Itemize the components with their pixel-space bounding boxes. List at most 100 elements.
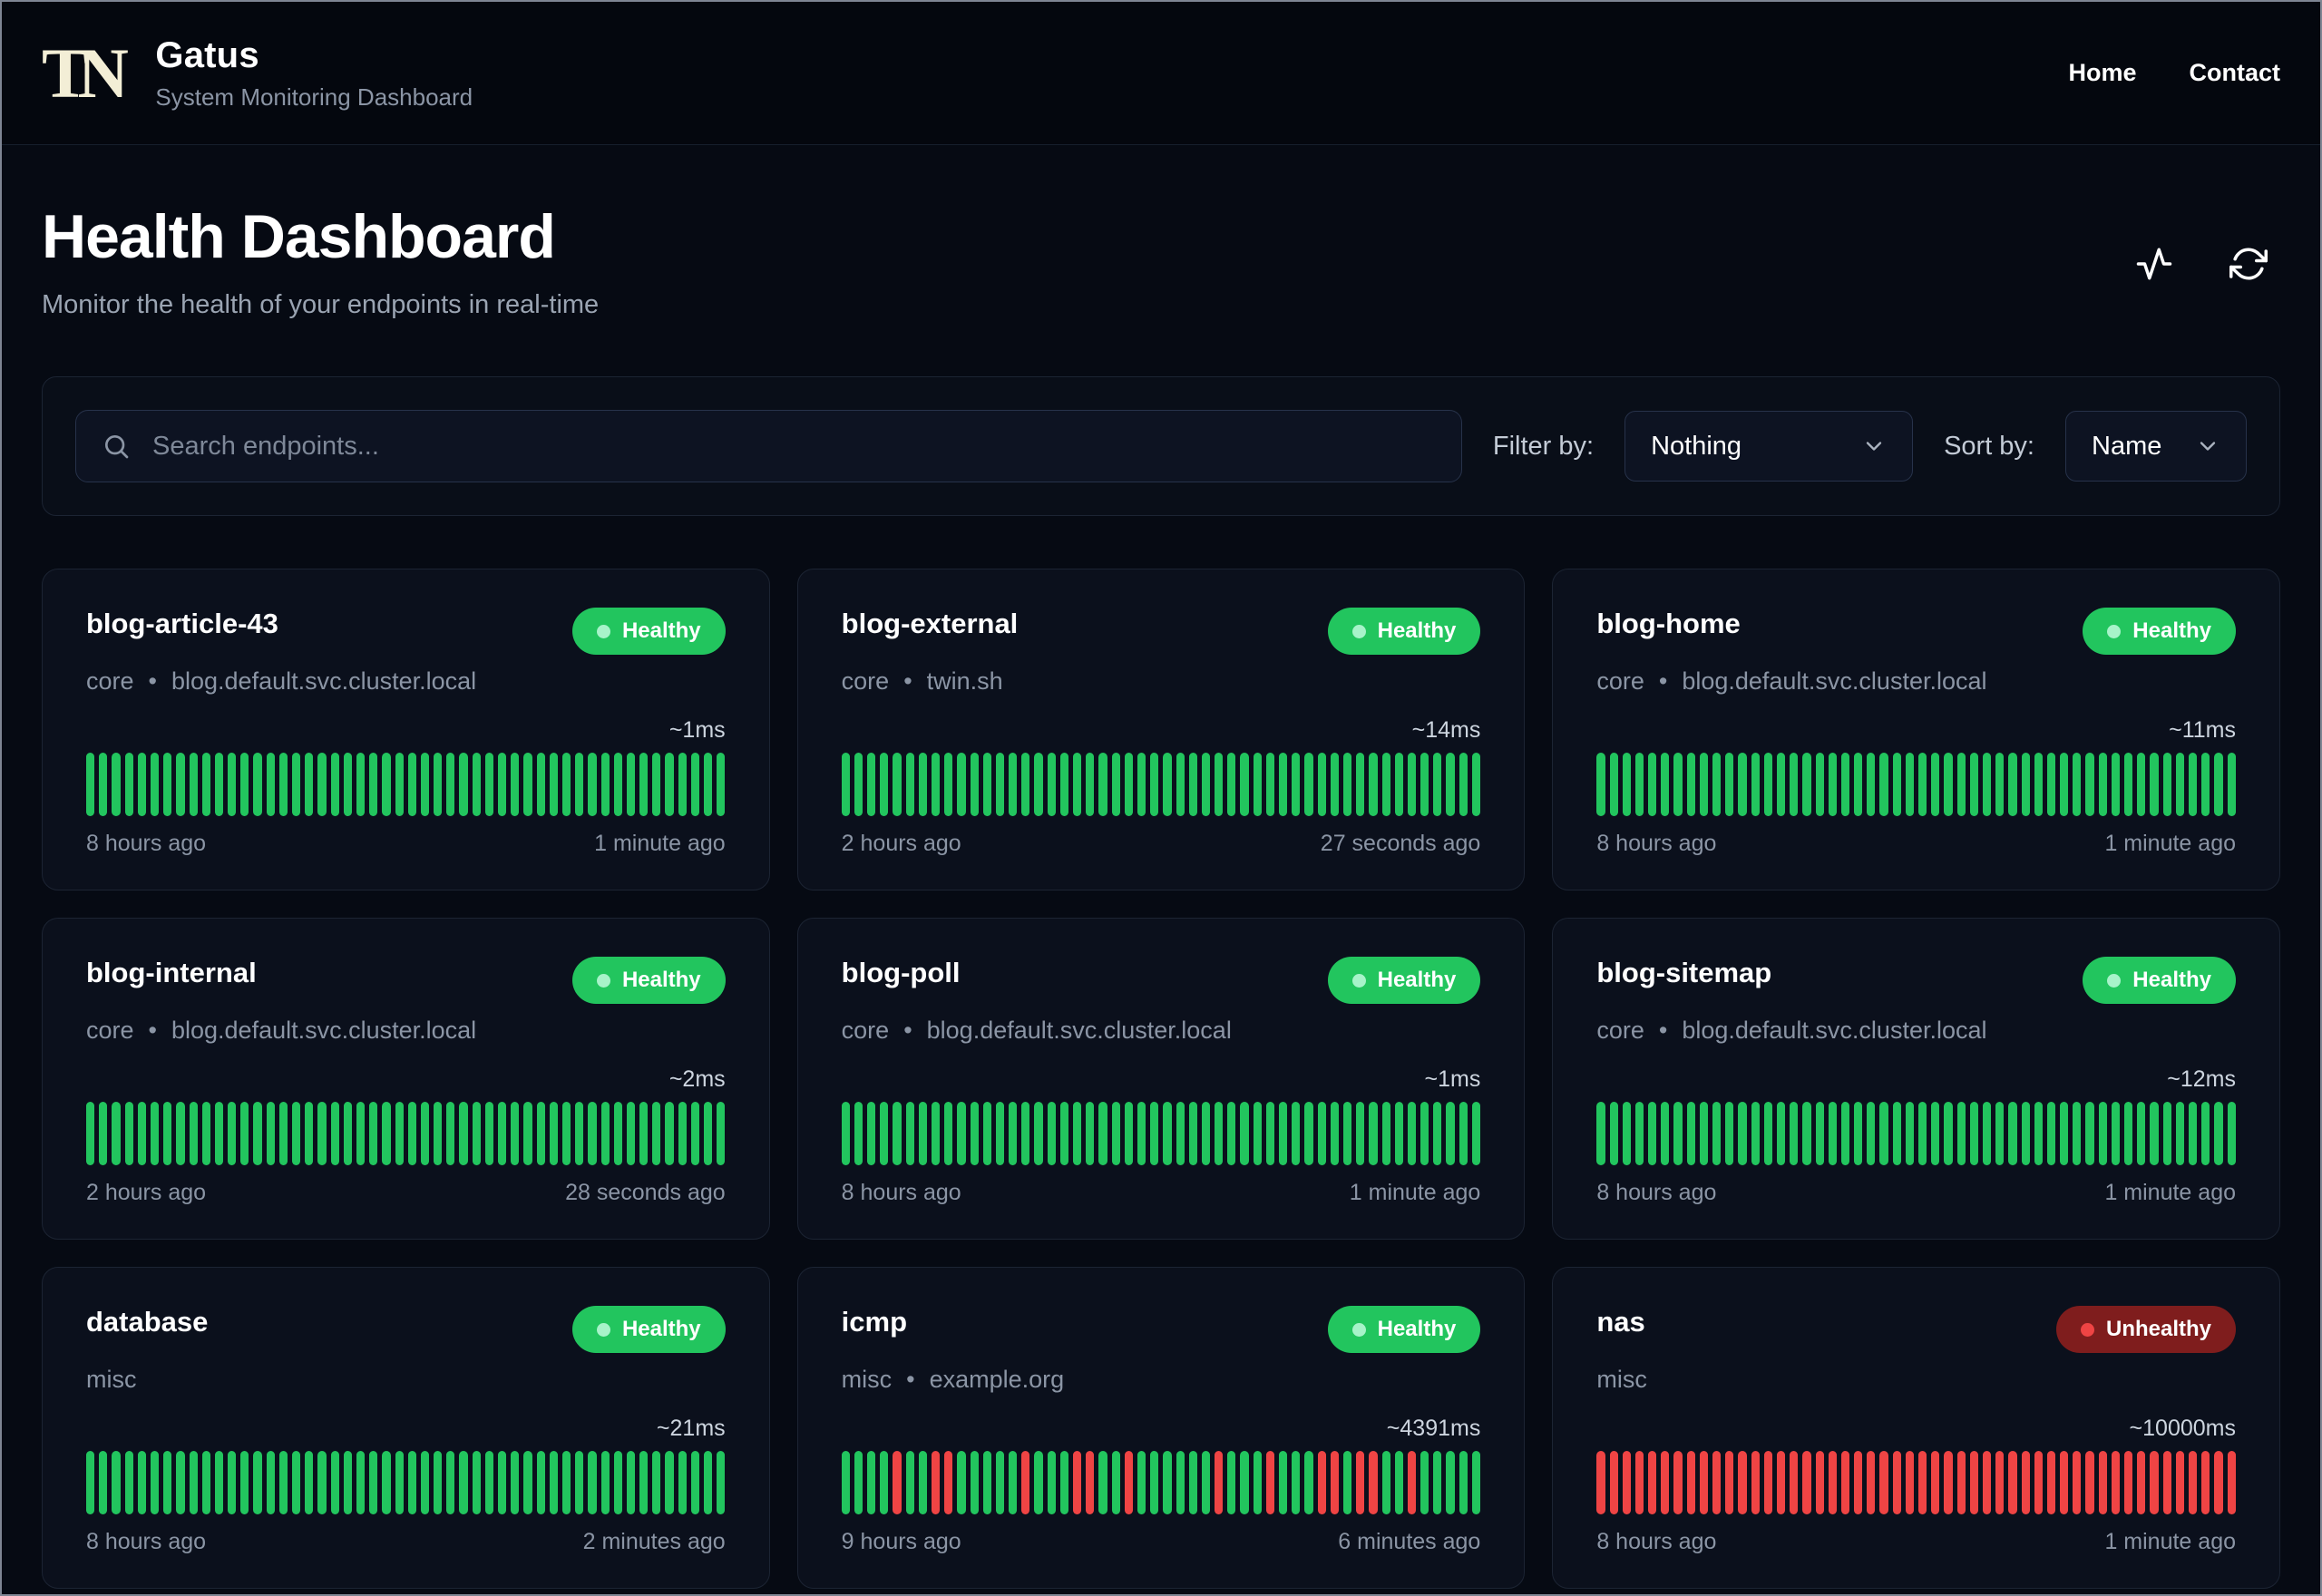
uptime-bar-failure (1815, 1451, 1824, 1514)
endpoint-meta: core • blog.default.svc.cluster.local (86, 667, 726, 696)
hero-text: Health Dashboard Monitor the health of y… (42, 201, 599, 320)
uptime-bar-success (330, 1451, 339, 1514)
refresh-icon[interactable] (2229, 245, 2268, 287)
status-dot-icon (1351, 1322, 1366, 1337)
uptime-bar-success (1059, 753, 1069, 816)
uptime-bar-success (1433, 1102, 1442, 1165)
status-dot-icon (2080, 1322, 2094, 1337)
uptime-bar-success (2111, 1102, 2121, 1165)
uptime-bar-success (1815, 753, 1824, 816)
uptime-bar-success (214, 1451, 224, 1514)
uptime-bar-success (1342, 753, 1352, 816)
uptime-bar-success (536, 1451, 545, 1514)
hero-icons (2135, 245, 2280, 287)
uptime-bar-success (1725, 1102, 1734, 1165)
uptime-bar-success (2008, 753, 2017, 816)
uptime-bar-success (1304, 1102, 1313, 1165)
sort-select[interactable]: Name (2065, 411, 2247, 482)
endpoint-card[interactable]: blog-poll Healthy core • blog.default.sv… (796, 918, 1526, 1240)
uptime-bar-success (1240, 1102, 1249, 1165)
endpoint-card[interactable]: blog-external Healthy core • twin.sh ~14… (796, 569, 1526, 890)
meta-separator: • (903, 1017, 912, 1044)
uptime-bar-success (1086, 1102, 1095, 1165)
uptime-bar-success (690, 753, 699, 816)
endpoint-card[interactable]: blog-internal Healthy core • blog.defaul… (42, 918, 770, 1240)
uptime-bar-failure (1215, 1451, 1224, 1514)
uptime-bar-failure (1790, 1451, 1799, 1514)
toolbar: Filter by: Nothing Sort by: Name (42, 376, 2280, 516)
uptime-bar-success (639, 1451, 649, 1514)
uptime-bar-success (472, 753, 481, 816)
search-input[interactable] (151, 430, 1436, 462)
uptime-bar-success (1596, 753, 1605, 816)
uptime-bar-success (356, 1102, 366, 1165)
uptime-bar-success (99, 1451, 108, 1514)
endpoint-card[interactable]: nas Unhealthy misc ~10000ms 8 hours ago … (1552, 1267, 2280, 1589)
filter-select[interactable]: Nothing (1624, 411, 1914, 482)
newest-timestamp: 28 seconds ago (565, 1180, 726, 1205)
uptime-bar-success (472, 1102, 481, 1165)
uptime-bar-success (356, 1451, 366, 1514)
uptime-bar-failure (2227, 1451, 2236, 1514)
endpoint-card[interactable]: database Healthy misc ~21ms 8 hours ago … (42, 1267, 770, 1589)
status-label: Healthy (621, 1317, 701, 1341)
uptime-bar-success (995, 753, 1005, 816)
uptime-bar-success (2137, 753, 2146, 816)
uptime-bar-success (305, 1451, 314, 1514)
uptime-bar-success (176, 1102, 185, 1165)
endpoint-card[interactable]: icmp Healthy misc • example.org ~4391ms … (796, 1267, 1526, 1589)
uptime-bar-success (1420, 753, 1429, 816)
card-header: nas Unhealthy (1596, 1306, 2236, 1353)
uptime-bar-success (112, 1451, 121, 1514)
uptime-bar-success (484, 753, 493, 816)
uptime-bar-success (1163, 753, 1172, 816)
uptime-bar-success (613, 1102, 622, 1165)
uptime-bar-success (2162, 1102, 2171, 1165)
uptime-bar-success (665, 753, 674, 816)
search-box (75, 410, 1462, 482)
uptime-bar-success (588, 1102, 597, 1165)
endpoint-group: misc (1596, 1366, 1647, 1393)
uptime-bar-success (1815, 1102, 1824, 1165)
uptime-bar-success (292, 753, 301, 816)
uptime-bar-success (1240, 1451, 1249, 1514)
endpoint-card[interactable]: blog-home Healthy core • blog.default.sv… (1552, 569, 2280, 890)
newest-timestamp: 2 minutes ago (582, 1529, 726, 1554)
uptime-bar-success (1009, 1451, 1018, 1514)
uptime-bar-success (704, 1451, 713, 1514)
card-footer: 8 hours ago 1 minute ago (842, 1180, 1481, 1206)
uptime-bars (1596, 1102, 2236, 1165)
uptime-bar-success (1394, 753, 1403, 816)
status-label: Healthy (2132, 968, 2211, 992)
page-subtitle: Monitor the health of your endpoints in … (42, 290, 600, 319)
uptime-bar-success (124, 753, 133, 816)
uptime-bar-success (2046, 753, 2056, 816)
uptime-bar-failure (2111, 1451, 2121, 1514)
latency-value: ~1ms (1424, 1066, 1481, 1092)
status-badge: Healthy (2083, 957, 2236, 1004)
activity-icon[interactable] (2135, 245, 2173, 287)
uptime-bar-success (343, 1451, 352, 1514)
uptime-bar-success (1381, 753, 1390, 816)
endpoint-card[interactable]: blog-sitemap Healthy core • blog.default… (1552, 918, 2280, 1240)
uptime-bar-success (1086, 753, 1095, 816)
uptime-bar-success (1854, 1102, 1863, 1165)
uptime-bar-success (240, 1451, 249, 1514)
uptime-bar-success (137, 753, 146, 816)
uptime-bar-success (1034, 753, 1043, 816)
uptime-bar-failure (2073, 1451, 2082, 1514)
uptime-bar-success (2201, 753, 2210, 816)
uptime-bar-success (1763, 1102, 1772, 1165)
uptime-bar-success (420, 1102, 430, 1165)
nav-home[interactable]: Home (2068, 59, 2137, 86)
uptime-bar-success (1059, 1102, 1069, 1165)
uptime-bar-success (86, 1451, 95, 1514)
endpoint-card[interactable]: blog-article-43 Healthy core • blog.defa… (42, 569, 770, 890)
nav-contact[interactable]: Contact (2189, 59, 2281, 86)
uptime-bar-success (1317, 753, 1326, 816)
oldest-timestamp: 9 hours ago (841, 1529, 961, 1554)
uptime-bar-success (1176, 753, 1185, 816)
brand: TN Gatus System Monitoring Dashboard (42, 35, 473, 112)
uptime-bar-success (1596, 1102, 1605, 1165)
uptime-bar-success (137, 1102, 146, 1165)
